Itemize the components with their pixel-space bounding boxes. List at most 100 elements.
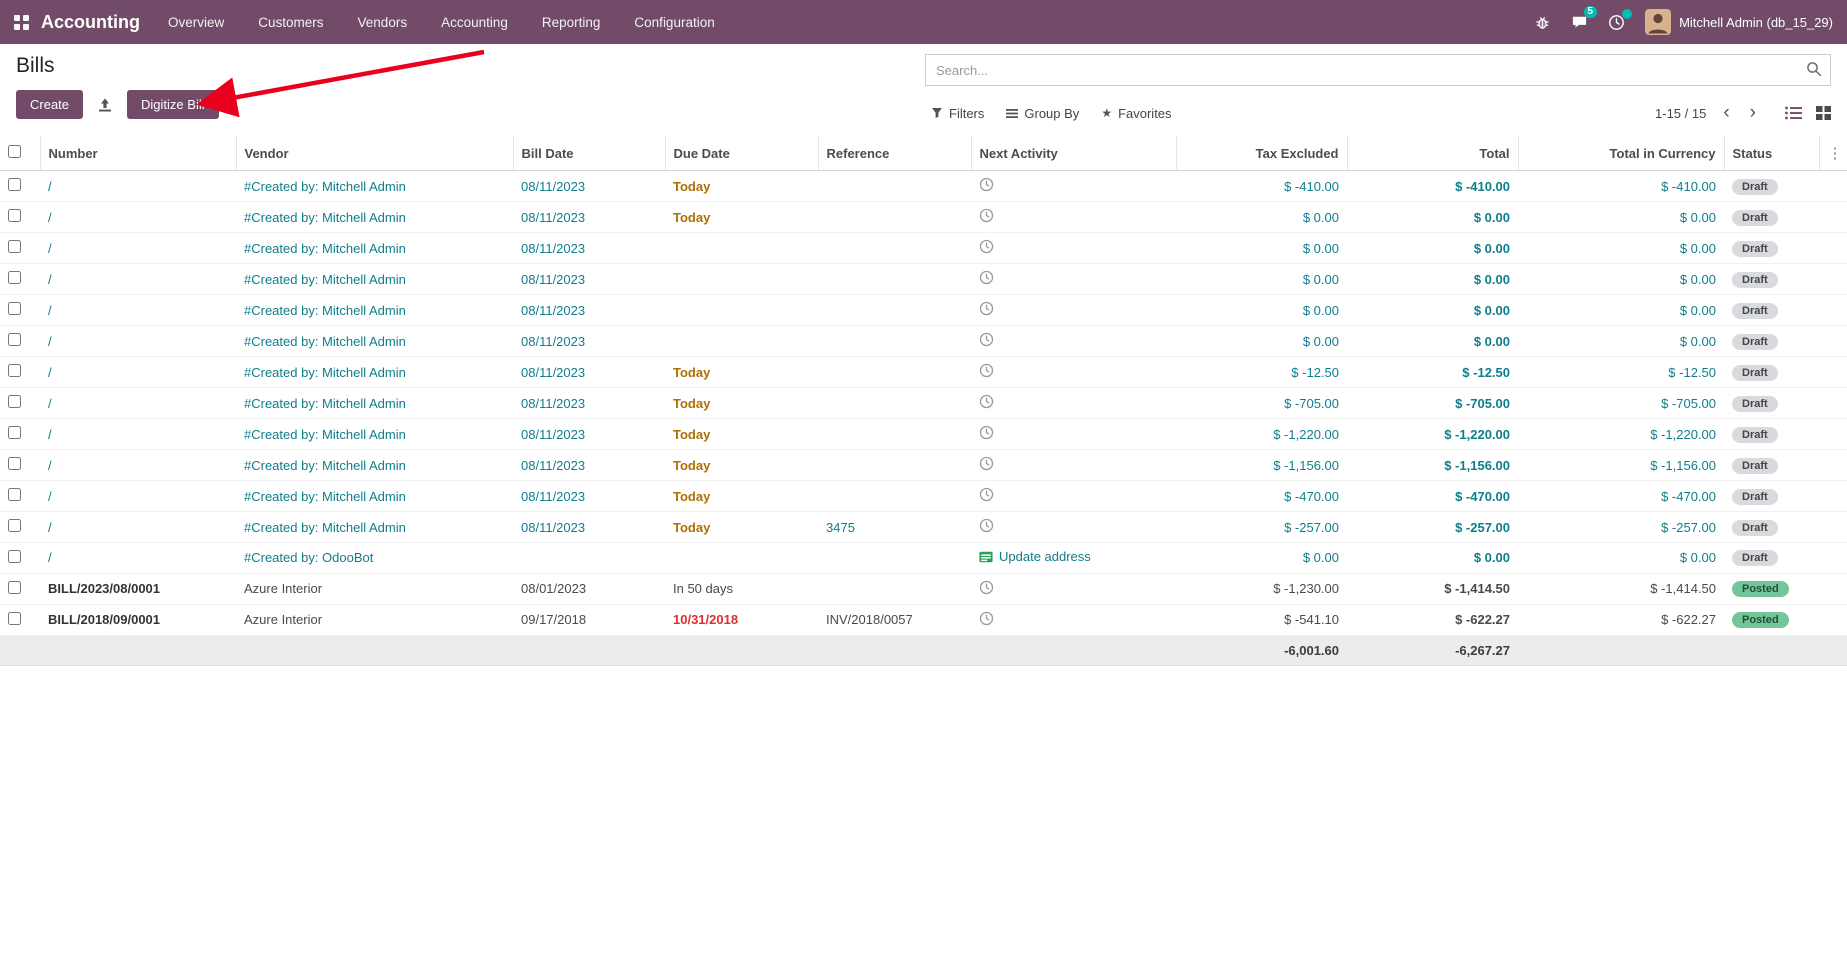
schedule-activity-clock-icon[interactable] xyxy=(979,394,994,409)
vendor-link[interactable]: #Created by: Mitchell Admin xyxy=(244,271,406,287)
table-row[interactable]: / #Created by: Mitchell Admin 08/11/2023 xyxy=(0,232,1847,264)
vendor-link[interactable]: Azure Interior xyxy=(244,612,323,627)
vendor-link[interactable]: #Created by: Mitchell Admin xyxy=(244,519,406,535)
schedule-activity-clock-icon[interactable] xyxy=(979,425,994,440)
bill-number-link[interactable]: / xyxy=(48,519,52,535)
bill-number-link[interactable]: / xyxy=(48,271,52,287)
row-checkbox[interactable] xyxy=(8,488,21,501)
column-header-due-date[interactable]: Due Date xyxy=(665,136,819,171)
row-checkbox[interactable] xyxy=(8,302,21,315)
row-checkbox[interactable] xyxy=(8,209,21,222)
bill-number-link[interactable]: / xyxy=(48,209,52,225)
vendor-link[interactable]: #Created by: Mitchell Admin xyxy=(244,240,406,256)
favorites-button[interactable]: ★ Favorites xyxy=(1101,106,1171,121)
row-checkbox[interactable] xyxy=(8,549,21,563)
schedule-activity-clock-icon[interactable] xyxy=(979,611,994,626)
menu-configuration[interactable]: Configuration xyxy=(634,14,715,30)
table-row[interactable]: / #Created by: Mitchell Admin 08/11/2023… xyxy=(0,387,1847,419)
bill-number-link[interactable]: / xyxy=(48,395,52,411)
bill-number-link[interactable]: / xyxy=(48,488,52,504)
table-row[interactable]: / #Created by: Mitchell Admin 08/11/2023… xyxy=(0,511,1847,543)
vendor-link[interactable]: #Created by: Mitchell Admin xyxy=(244,488,406,504)
table-row[interactable]: / #Created by: Mitchell Admin 08/11/2023… xyxy=(0,449,1847,481)
bill-number-link[interactable]: / xyxy=(48,550,52,566)
vendor-link[interactable]: #Created by: Mitchell Admin xyxy=(244,209,406,225)
schedule-activity-clock-icon[interactable] xyxy=(979,239,994,254)
bill-number-link[interactable]: / xyxy=(48,302,52,318)
table-row[interactable]: / #Created by: Mitchell Admin 08/11/2023… xyxy=(0,480,1847,512)
bill-number-link[interactable]: / xyxy=(48,457,52,473)
row-checkbox[interactable] xyxy=(8,178,21,191)
search-input[interactable] xyxy=(925,54,1831,86)
bill-number-link[interactable]: BILL/2018/09/0001 xyxy=(48,612,161,627)
vendor-link[interactable]: #Created by: Mitchell Admin xyxy=(244,333,406,349)
bill-number-link[interactable]: / xyxy=(48,333,52,349)
vendor-link[interactable]: Azure Interior xyxy=(244,581,323,596)
debug-bug-icon[interactable] xyxy=(1534,14,1551,31)
table-row[interactable]: BILL/2018/09/0001 Azure Interior 09/17/2… xyxy=(0,604,1847,636)
column-header-vendor[interactable]: Vendor xyxy=(236,136,514,171)
vendor-link[interactable]: #Created by: Mitchell Admin xyxy=(244,426,406,442)
row-checkbox[interactable] xyxy=(8,519,21,532)
row-checkbox[interactable] xyxy=(8,426,21,439)
row-checkbox[interactable] xyxy=(8,240,21,253)
column-header-next-activity[interactable]: Next Activity xyxy=(971,136,1177,171)
menu-vendors[interactable]: Vendors xyxy=(357,14,408,30)
list-view-button[interactable] xyxy=(1785,106,1802,120)
column-header-total-in-currency[interactable]: Total in Currency xyxy=(1518,136,1725,171)
optional-columns-toggle[interactable]: ⋮ xyxy=(1819,136,1847,171)
vendor-link[interactable]: #Created by: OdooBot xyxy=(244,550,374,566)
menu-customers[interactable]: Customers xyxy=(258,14,324,30)
table-row[interactable]: / #Created by: Mitchell Admin 08/11/2023 xyxy=(0,294,1847,326)
column-header-bill-date[interactable]: Bill Date xyxy=(513,136,666,171)
pager-next-button[interactable]: › xyxy=(1749,102,1756,123)
column-header-number[interactable]: Number xyxy=(40,136,237,171)
row-checkbox[interactable] xyxy=(8,611,21,625)
table-row[interactable]: BILL/2023/08/0001 Azure Interior 08/01/2… xyxy=(0,573,1847,605)
menu-overview[interactable]: Overview xyxy=(168,14,225,30)
upload-bill-button[interactable] xyxy=(91,94,119,116)
vendor-link[interactable]: #Created by: Mitchell Admin xyxy=(244,364,406,380)
select-all-checkbox[interactable] xyxy=(8,145,21,158)
schedule-activity-clock-icon[interactable] xyxy=(979,301,994,316)
schedule-activity-clock-icon[interactable] xyxy=(979,518,994,533)
vendor-link[interactable]: #Created by: Mitchell Admin xyxy=(244,395,406,411)
menu-accounting[interactable]: Accounting xyxy=(441,14,508,30)
row-checkbox[interactable] xyxy=(8,457,21,470)
table-row[interactable]: / #Created by: Mitchell Admin 08/11/2023… xyxy=(0,170,1847,202)
search-icon[interactable] xyxy=(1806,61,1822,82)
bill-number-link[interactable]: / xyxy=(48,178,52,194)
column-header-reference[interactable]: Reference xyxy=(818,136,972,171)
row-checkbox[interactable] xyxy=(8,364,21,377)
menu-reporting[interactable]: Reporting xyxy=(541,14,601,30)
schedule-activity-clock-icon[interactable] xyxy=(979,208,994,223)
update-address-activity[interactable]: Update address xyxy=(979,549,1091,564)
column-header-tax-excluded[interactable]: Tax Excluded xyxy=(1176,136,1348,171)
activities-icon[interactable] xyxy=(1608,8,1633,31)
row-checkbox[interactable] xyxy=(8,395,21,408)
digitize-bill-button[interactable]: Digitize Bill xyxy=(127,90,219,119)
schedule-activity-clock-icon[interactable] xyxy=(979,363,994,378)
create-button[interactable]: Create xyxy=(16,90,84,119)
pager-previous-button[interactable]: ‹ xyxy=(1723,102,1730,123)
vendor-link[interactable]: #Created by: Mitchell Admin xyxy=(244,178,406,194)
bill-number-link[interactable]: / xyxy=(48,240,52,256)
messages-icon[interactable]: 5 xyxy=(1571,6,1598,30)
table-row[interactable]: / #Created by: Mitchell Admin 08/11/2023… xyxy=(0,201,1847,233)
apps-menu-icon[interactable] xyxy=(14,14,29,30)
table-row[interactable]: / #Created by: Mitchell Admin 08/11/2023 xyxy=(0,263,1847,295)
kanban-view-button[interactable] xyxy=(1816,106,1831,120)
bill-number-link[interactable]: / xyxy=(48,364,52,380)
schedule-activity-clock-icon[interactable] xyxy=(979,487,994,502)
column-header-total[interactable]: Total xyxy=(1347,136,1519,171)
row-checkbox[interactable] xyxy=(8,333,21,346)
schedule-activity-clock-icon[interactable] xyxy=(979,456,994,471)
table-row[interactable]: / #Created by: Mitchell Admin 08/11/2023 xyxy=(0,325,1847,357)
vendor-link[interactable]: #Created by: Mitchell Admin xyxy=(244,302,406,318)
bill-number-link[interactable]: / xyxy=(48,426,52,442)
schedule-activity-clock-icon[interactable] xyxy=(979,177,994,192)
schedule-activity-clock-icon[interactable] xyxy=(979,580,994,595)
row-checkbox[interactable] xyxy=(8,271,21,284)
group-by-button[interactable]: Group By xyxy=(1006,106,1079,121)
schedule-activity-clock-icon[interactable] xyxy=(979,270,994,285)
